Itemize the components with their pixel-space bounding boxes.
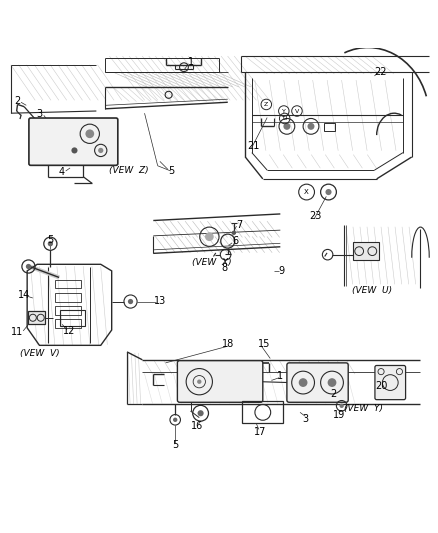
Text: 13: 13 xyxy=(154,296,166,305)
Text: 11: 11 xyxy=(11,327,23,337)
Circle shape xyxy=(299,378,307,387)
Text: 5: 5 xyxy=(172,440,178,450)
Text: V: V xyxy=(295,109,299,114)
FancyBboxPatch shape xyxy=(29,118,118,165)
Text: 5: 5 xyxy=(47,235,53,245)
Text: 2: 2 xyxy=(14,96,21,106)
Circle shape xyxy=(339,403,344,408)
Circle shape xyxy=(198,410,204,416)
Bar xyxy=(353,243,379,260)
Circle shape xyxy=(283,123,290,130)
Text: (VEW  U): (VEW U) xyxy=(352,286,392,295)
Text: U: U xyxy=(283,116,287,121)
Text: (VEW  V): (VEW V) xyxy=(20,349,59,358)
Text: 5: 5 xyxy=(168,166,174,176)
Circle shape xyxy=(307,123,314,130)
Circle shape xyxy=(328,378,336,387)
Text: 20: 20 xyxy=(375,381,387,391)
Text: 23: 23 xyxy=(309,211,321,221)
Text: (VEW  X): (VEW X) xyxy=(192,257,231,266)
Text: 3: 3 xyxy=(36,109,42,119)
Circle shape xyxy=(71,147,78,154)
Text: (VEW  Y): (VEW Y) xyxy=(344,405,383,414)
Text: 22: 22 xyxy=(374,67,386,77)
Bar xyxy=(55,293,81,302)
Bar xyxy=(242,401,283,423)
Circle shape xyxy=(232,231,236,235)
Text: 1: 1 xyxy=(277,371,283,381)
Text: 6: 6 xyxy=(233,236,239,246)
Text: 17: 17 xyxy=(254,427,267,437)
Circle shape xyxy=(173,418,177,422)
Text: 3: 3 xyxy=(303,414,309,424)
Bar xyxy=(60,310,85,326)
Text: Z: Z xyxy=(264,102,268,107)
Text: 1: 1 xyxy=(187,56,194,67)
Text: (VEW  Z): (VEW Z) xyxy=(110,166,149,175)
Bar xyxy=(28,311,45,324)
FancyBboxPatch shape xyxy=(177,361,263,402)
Text: 7: 7 xyxy=(237,220,243,230)
Bar xyxy=(55,280,81,288)
Circle shape xyxy=(85,130,94,138)
Text: 18: 18 xyxy=(222,340,234,350)
Text: 9: 9 xyxy=(279,266,285,276)
Text: X: X xyxy=(304,189,309,195)
Text: 2: 2 xyxy=(331,389,337,399)
FancyBboxPatch shape xyxy=(375,366,406,400)
Bar xyxy=(55,306,81,314)
Text: 15: 15 xyxy=(258,340,270,350)
Bar xyxy=(324,123,335,131)
Text: 16: 16 xyxy=(191,422,203,431)
Circle shape xyxy=(48,241,53,246)
Bar xyxy=(55,319,81,328)
Circle shape xyxy=(205,232,214,241)
Text: 12: 12 xyxy=(63,326,75,336)
Circle shape xyxy=(98,148,103,153)
Text: 19: 19 xyxy=(333,409,346,419)
Text: 21: 21 xyxy=(247,141,259,151)
Text: 14: 14 xyxy=(18,290,30,300)
Text: Y: Y xyxy=(282,109,286,114)
FancyBboxPatch shape xyxy=(287,363,348,402)
Circle shape xyxy=(128,299,133,304)
Text: 8: 8 xyxy=(221,263,227,273)
Circle shape xyxy=(26,264,31,269)
Circle shape xyxy=(197,379,201,384)
Circle shape xyxy=(325,189,332,195)
Text: 4: 4 xyxy=(58,167,64,177)
